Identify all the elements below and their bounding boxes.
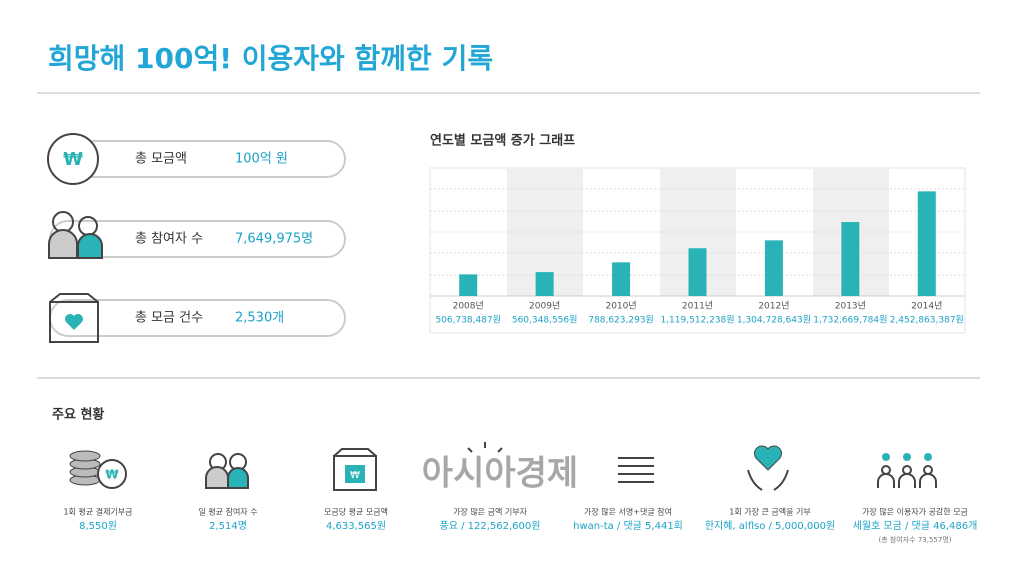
status-value: 세월호 모금 / 댓글 46,486개 (853, 520, 978, 532)
status-label: 모금당 평균 모금액 (324, 507, 388, 517)
value-label: 506,738,487원 (435, 315, 501, 326)
svg-text:₩: ₩ (105, 468, 119, 482)
value-label: 1,119,512,238원 (660, 315, 734, 326)
status-value: 8,550원 (79, 520, 117, 532)
value-label: 560,348,556원 (512, 315, 578, 326)
summary-value: 7,649,975명 (235, 232, 313, 247)
summary-label: 총 참여자 수 (135, 232, 203, 247)
value-label: 1,732,669,784원 (813, 315, 887, 326)
summary-pills: ₩ (47, 133, 346, 343)
x-tick-label: 2012년 (758, 301, 789, 312)
bar (764, 240, 783, 296)
bar (841, 222, 860, 296)
bar (459, 274, 478, 296)
x-tick-label: 2009년 (529, 301, 560, 312)
summary-value: 2,530개 (235, 311, 284, 326)
value-label: 1,304,728,643원 (737, 315, 811, 326)
x-tick-label: 2008년 (453, 301, 484, 312)
bar (535, 272, 554, 296)
x-tick-label: 2014년 (911, 301, 942, 312)
summary-label: 총 모금액 (135, 152, 187, 167)
x-tick-label: 2011년 (682, 301, 713, 312)
status-note: (총 참여자수 73,557명) (878, 535, 951, 544)
status-icons: ₩ ₩ (69, 442, 937, 491)
bar (688, 248, 707, 296)
value-label: 788,623,293원 (588, 315, 654, 326)
status-label: 가장 많은 금액 기부자 (453, 507, 528, 517)
watermark: 아시아경제 (422, 454, 578, 494)
status-label: 일 평균 참여자 수 (198, 507, 257, 517)
section-title: 주요 현황 (52, 407, 104, 423)
status-label: 가장 많은 서명+댓글 참여 (584, 507, 672, 517)
summary-label: 총 모금 건수 (135, 311, 203, 326)
status-value: 한지혜, alflso / 5,000,000원 (705, 520, 835, 532)
status-label: 1회 가장 큰 금액을 기부 (729, 507, 811, 517)
svg-text:₩: ₩ (63, 149, 83, 170)
status-label: 1회 평균 결제기부금 (63, 507, 132, 517)
page-title: 희망해 100억! 이용자와 함께한 기록 (48, 42, 493, 75)
x-tick-label: 2010년 (605, 301, 636, 312)
bar (612, 262, 631, 296)
bar (917, 191, 936, 296)
svg-text:₩: ₩ (350, 470, 360, 481)
status-label: 가장 많은 이용자가 공감한 모금 (862, 507, 968, 517)
status-value: 2,514명 (209, 520, 247, 532)
value-label: 2,452,863,387원 (890, 315, 964, 326)
x-tick-label: 2013년 (835, 301, 866, 312)
status-value: 4,633,565원 (326, 520, 386, 532)
chart-title: 연도별 모금액 증가 그래프 (430, 133, 575, 149)
status-value: hwan-ta / 댓글 5,441회 (573, 520, 683, 532)
summary-value: 100억 원 (235, 152, 288, 167)
status-value: 풍요 / 122,562,600원 (440, 520, 541, 532)
